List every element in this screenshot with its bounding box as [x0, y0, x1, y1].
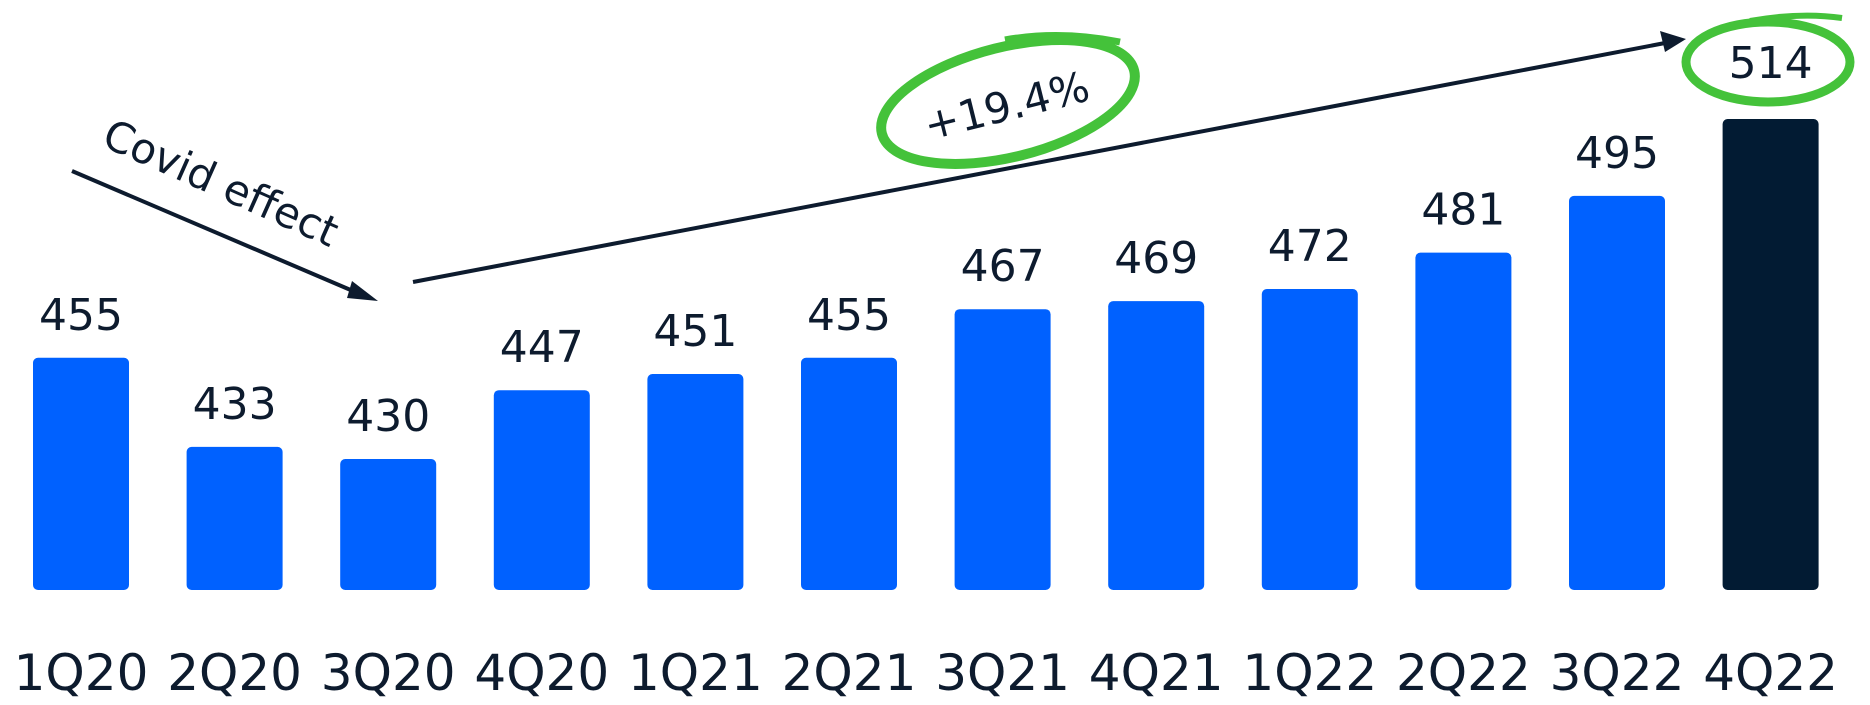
bar-4Q22 [1722, 119, 1819, 590]
value-label-4Q22: 514 [1729, 38, 1813, 89]
bar-3Q20 [340, 459, 437, 590]
bar-4Q20 [493, 390, 590, 590]
category-label-1Q21: 1Q21 [628, 644, 763, 702]
value-labels-group: 455 433 430 447 451 455 467 469 472 481 495 514 [39, 38, 1813, 442]
value-label-3Q21: 467 [961, 241, 1045, 292]
value-label-4Q21: 469 [1114, 233, 1198, 284]
category-label-4Q21: 4Q21 [1089, 644, 1224, 702]
value-label-4Q20: 447 [500, 322, 584, 373]
bar-2Q21 [801, 357, 897, 590]
category-label-3Q22: 3Q22 [1550, 644, 1685, 702]
bar-2Q22 [1415, 252, 1512, 590]
bars-group [33, 119, 1819, 590]
category-label-4Q20: 4Q20 [474, 644, 609, 702]
covid-annotation: Covid effect [71, 109, 378, 301]
value-label-1Q22: 472 [1268, 221, 1352, 272]
growth-highlight-circle [876, 35, 1140, 169]
category-label-3Q20: 3Q20 [321, 644, 456, 702]
last-value-highlight [1681, 12, 1855, 107]
category-label-1Q20: 1Q20 [14, 644, 149, 702]
category-label-1Q22: 1Q22 [1242, 644, 1377, 702]
covid-arrow-line [71, 169, 361, 296]
category-labels-group: 1Q20 2Q20 3Q20 4Q20 1Q21 2Q21 3Q21 4Q21 1Q22 2Q22… [14, 644, 1838, 702]
last-value-circle [1681, 17, 1855, 107]
last-value-circle-tail [1749, 12, 1843, 24]
growth-annotation: +19.4% [412, 31, 1686, 284]
bar-3Q22 [1569, 195, 1665, 590]
bar-1Q22 [1261, 289, 1358, 590]
growth-circle-tail [1004, 31, 1121, 46]
category-label-2Q21: 2Q21 [782, 644, 917, 702]
value-label-3Q22: 495 [1575, 128, 1659, 179]
growth-arrow-head [1660, 31, 1686, 52]
growth-arrow-line [412, 41, 1666, 284]
bar-1Q21 [647, 374, 744, 590]
bar-4Q21 [1108, 301, 1205, 590]
value-label-2Q20: 433 [193, 379, 277, 430]
value-label-3Q20: 430 [346, 391, 430, 442]
bar-2Q20 [186, 446, 283, 590]
value-label-2Q21: 455 [807, 290, 891, 341]
category-label-3Q21: 3Q21 [935, 644, 1070, 702]
category-label-2Q20: 2Q20 [167, 644, 302, 702]
category-label-4Q22: 4Q22 [1703, 644, 1838, 702]
bar-3Q21 [954, 309, 1051, 590]
category-label-2Q22: 2Q22 [1396, 644, 1531, 702]
value-label-1Q20: 455 [39, 290, 123, 341]
covid-arrow-head [347, 281, 378, 301]
bar-1Q20 [33, 357, 129, 590]
value-label-1Q21: 451 [653, 306, 737, 357]
value-label-2Q22: 481 [1421, 185, 1505, 236]
